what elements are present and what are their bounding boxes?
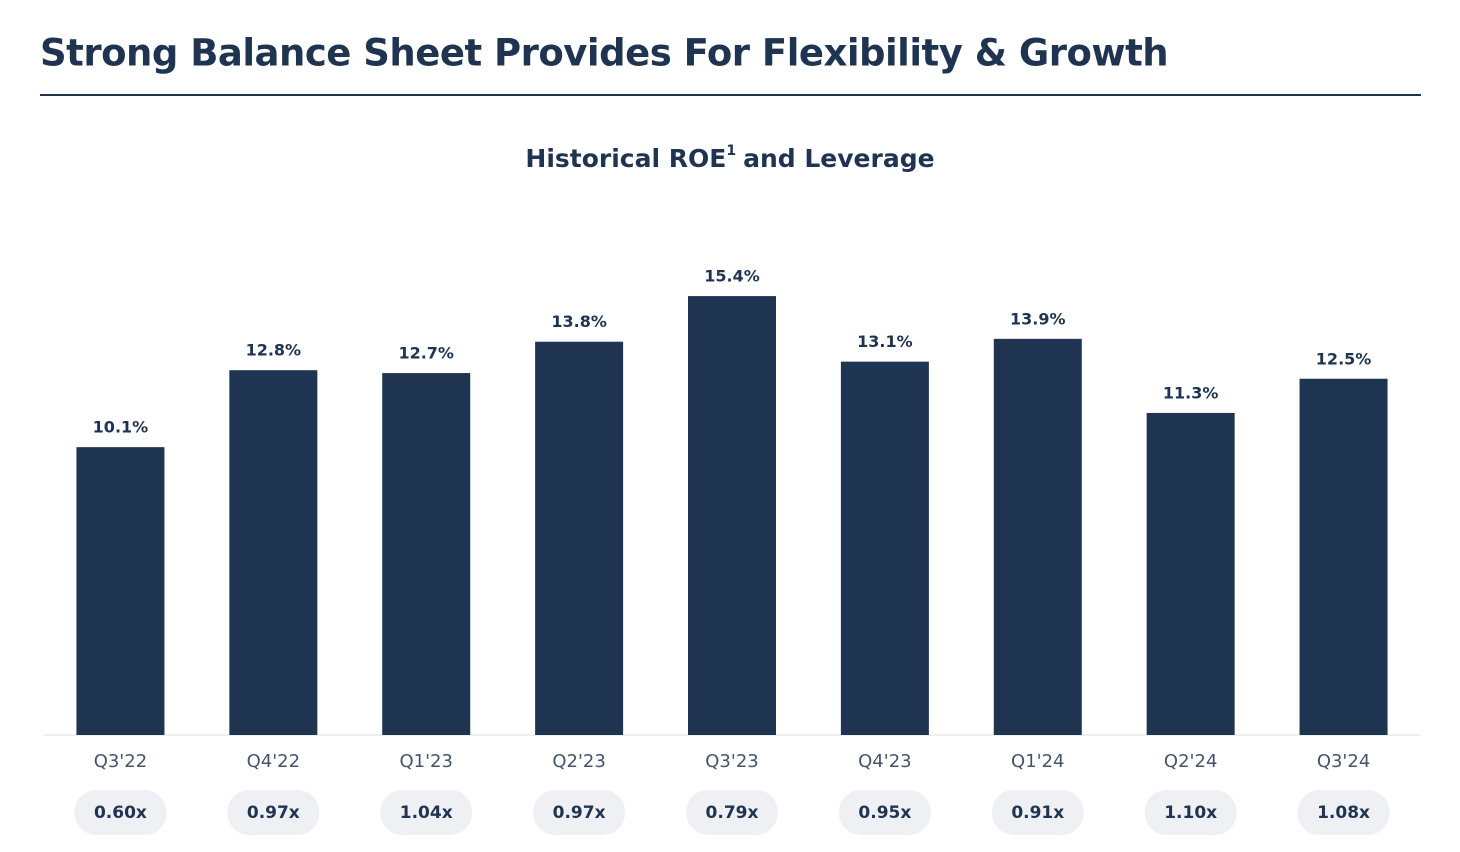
leverage-label: 1.08x (1317, 803, 1370, 823)
x-tick-label: Q1'24 (1011, 751, 1064, 772)
value-label: 12.8% (246, 341, 302, 360)
bar (1299, 378, 1388, 735)
leverage-label: 1.04x (400, 803, 453, 823)
leverage-pill (74, 790, 167, 835)
leverage-pill (838, 790, 931, 835)
slide-heading: Strong Balance Sheet Provides For Flexib… (40, 32, 1168, 75)
leverage-pill (686, 790, 778, 835)
title-main: Historical ROE (525, 144, 726, 173)
x-tick-label: Q3'22 (94, 751, 147, 772)
leverage-label: 1.10x (1164, 803, 1217, 823)
leverage-label: 0.91x (1011, 803, 1064, 823)
chart-title: Historical ROE1 and Leverage (525, 143, 934, 173)
bar (535, 341, 624, 735)
leverage-label: 0.79x (706, 803, 759, 823)
leverage-label: 0.95x (858, 803, 911, 823)
bar (688, 296, 776, 735)
value-label: 10.1% (93, 418, 149, 437)
bar (76, 447, 165, 735)
bar (382, 373, 471, 735)
value-label: 13.1% (857, 332, 913, 351)
x-tick-label: Q3'23 (705, 751, 758, 772)
value-label: 13.8% (551, 312, 607, 331)
x-tick-label: Q1'23 (399, 751, 452, 772)
bar (840, 361, 929, 735)
leverage-pill (380, 790, 473, 835)
bar (993, 338, 1082, 735)
x-tick-label: Q4'23 (858, 751, 911, 772)
value-label: 12.5% (1316, 349, 1372, 368)
x-tick-label: Q2'24 (1164, 751, 1217, 772)
x-tick-label: Q2'23 (552, 751, 605, 772)
x-tick-label: Q4'22 (247, 751, 300, 772)
value-label: 15.4% (704, 267, 760, 286)
title-rest: and Leverage (743, 144, 934, 173)
leverage-pill (227, 790, 320, 835)
leverage-pill (1297, 790, 1390, 835)
leverage-label: 0.97x (553, 803, 606, 823)
bar (229, 370, 318, 735)
leverage-label: 0.60x (94, 803, 147, 823)
leverage-pill (533, 790, 626, 835)
value-label: 13.9% (1010, 309, 1066, 328)
x-tick-label: Q3'24 (1317, 751, 1370, 772)
leverage-label: 0.97x (247, 803, 300, 823)
title-footnote: 1 (726, 143, 736, 159)
leverage-pill (1144, 790, 1237, 835)
leverage-pill (991, 790, 1084, 835)
value-label: 11.3% (1163, 383, 1219, 402)
value-label: 12.7% (398, 344, 454, 363)
bar (1146, 412, 1235, 735)
